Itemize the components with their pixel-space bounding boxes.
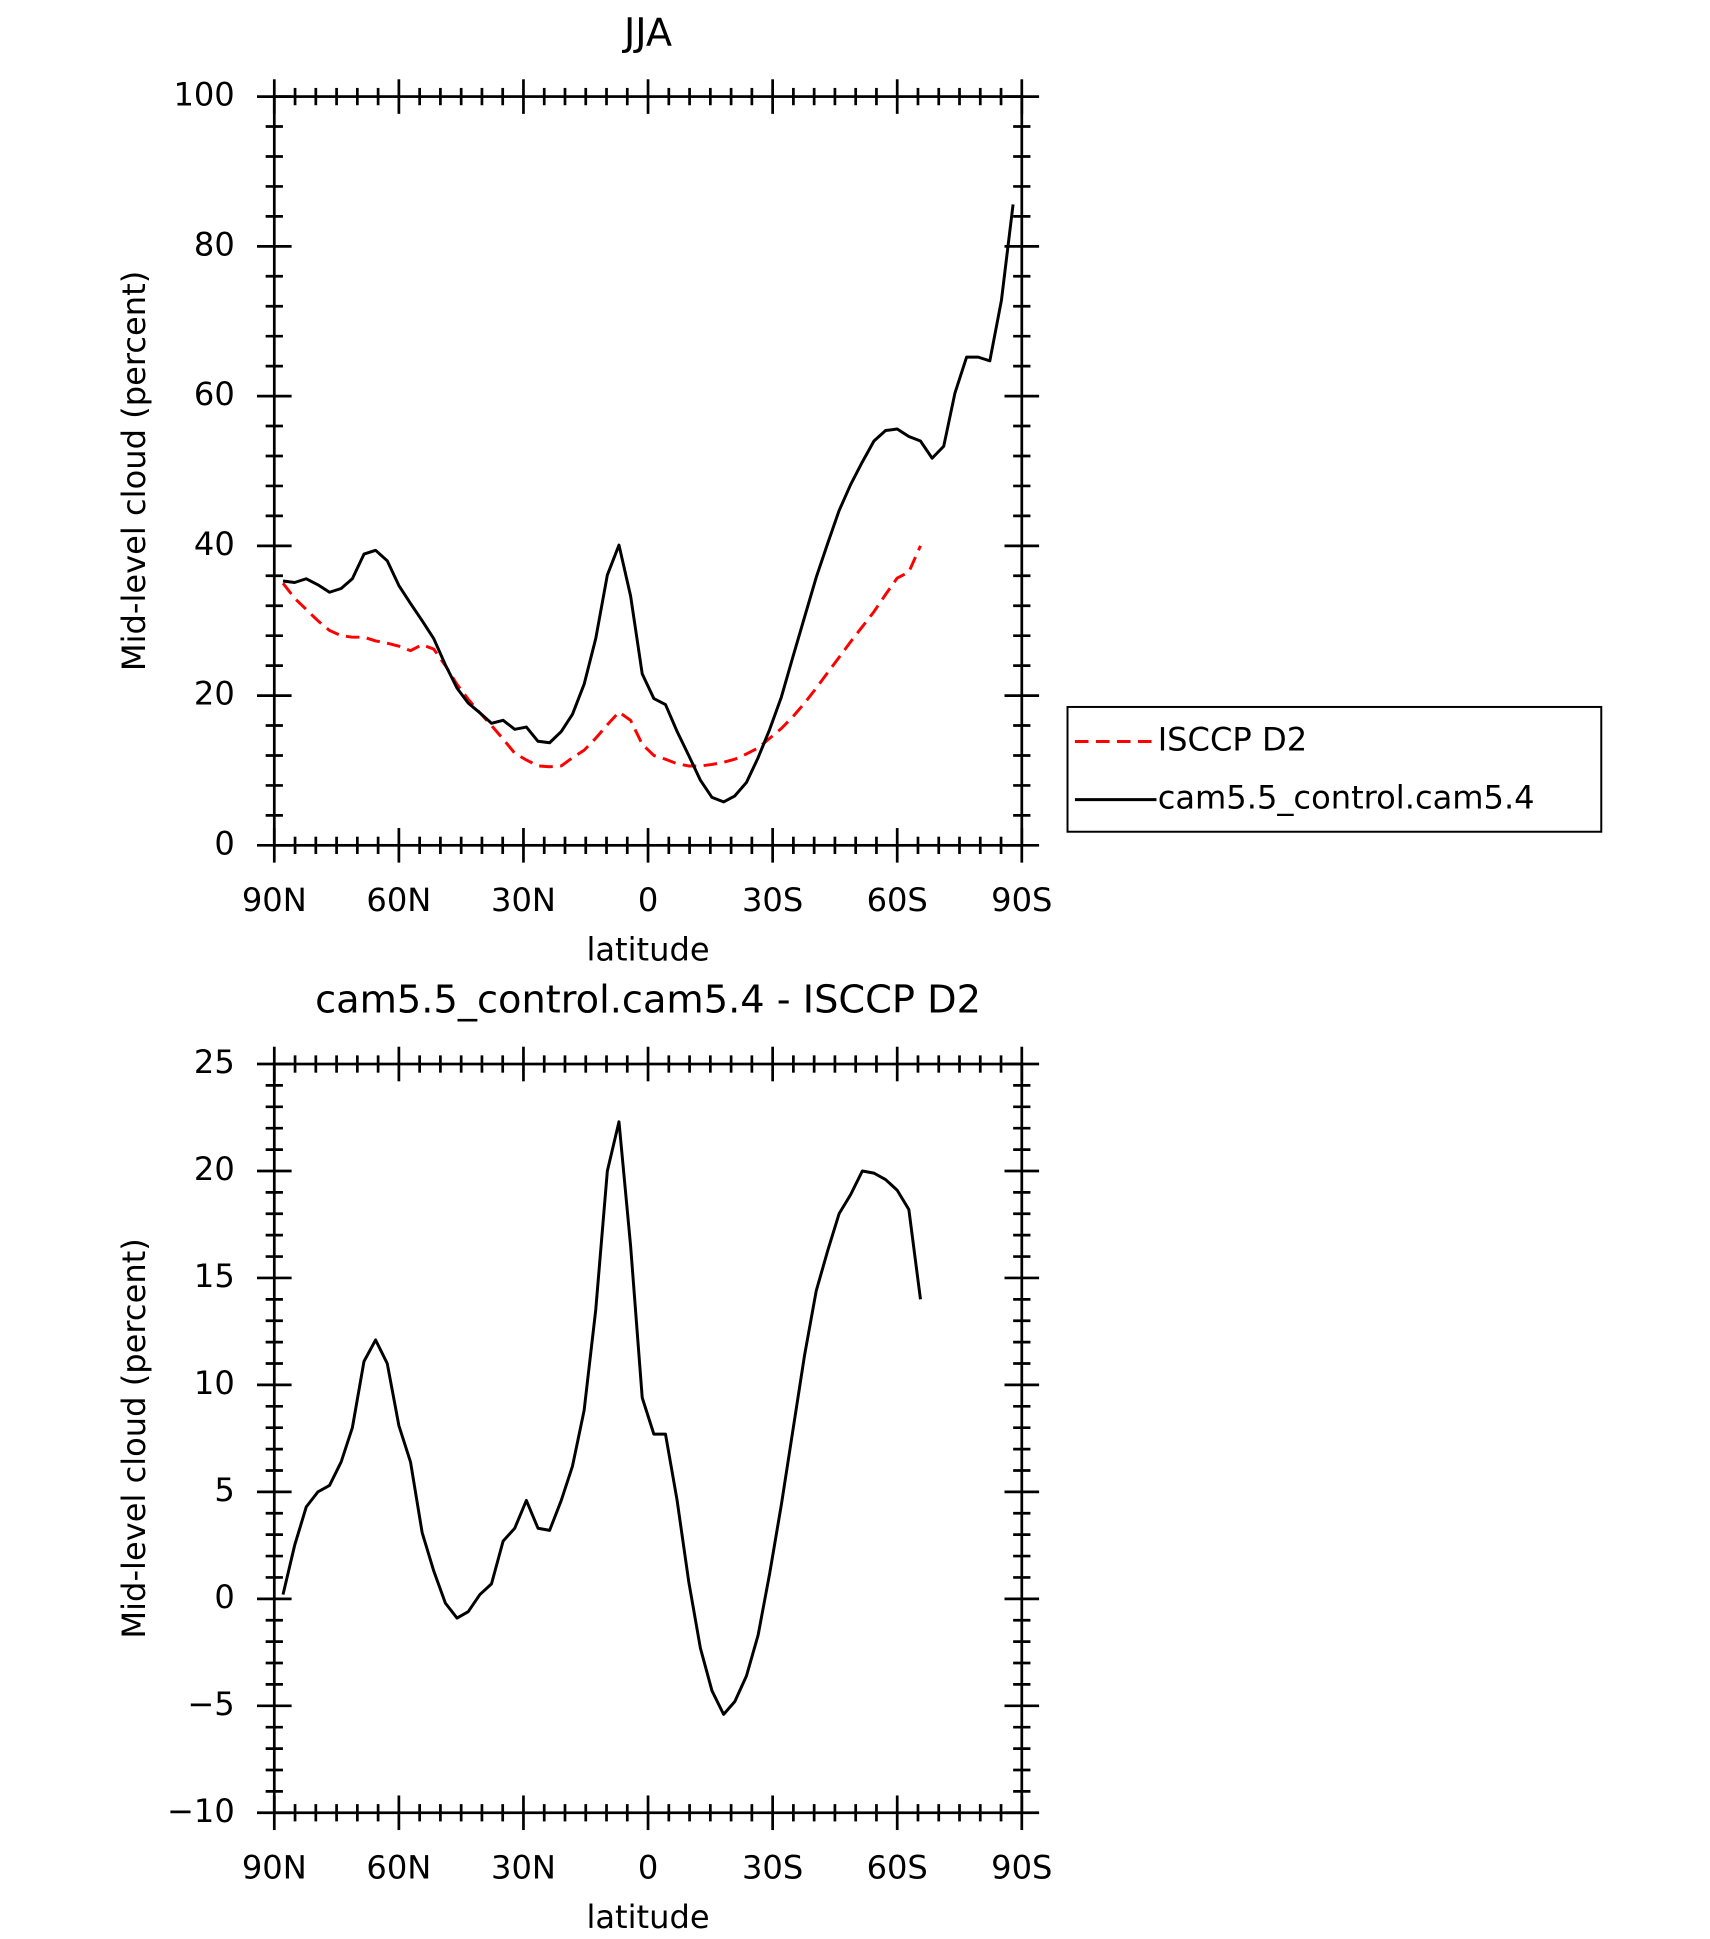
y-tick-label: −10 [167,1792,235,1830]
y-tick-label: 10 [194,1364,235,1402]
x-tick-label: 30N [491,1849,556,1887]
y-tick-label: 5 [214,1471,234,1509]
plot-frame [272,1062,1024,1815]
x-tick-label: 30S [742,1849,803,1887]
x-tick-label: 60N [366,1849,431,1887]
y-tick-label: 0 [214,1578,234,1616]
x-tick-label: 0 [638,1849,658,1887]
y-tick-label: 20 [194,1150,235,1188]
y-tick-label: 40 [194,525,235,563]
legend-box [1066,705,1603,833]
x-tick-label: 60S [867,881,928,919]
y-axis-label: Mid-level cloud (percent) [115,271,153,671]
series-line [281,1120,922,1716]
chart-title: JJA [622,10,672,55]
x-tick-label: 60N [366,881,431,919]
y-tick-label: 15 [194,1257,235,1295]
y-tick-label: −5 [187,1685,234,1723]
chart-title: cam5.5_control.cam5.4 - ISCCP D2 [315,978,981,1023]
y-axis-label: Mid-level cloud (percent) [115,1238,153,1638]
x-tick-label: 90N [242,1849,307,1887]
x-tick-label: 90S [991,1849,1052,1887]
y-tick-label: 25 [194,1043,235,1081]
y-tick-label: 80 [194,225,235,263]
y-tick-label: 60 [194,375,235,413]
x-axis-label: latitude [586,931,709,969]
y-tick-label: 0 [214,824,234,862]
x-axis-label: latitude [586,1898,709,1936]
x-tick-label: 30N [491,881,556,919]
legend-label: ISCCP D2 [1158,721,1307,759]
y-tick-label: 100 [173,76,234,114]
series-line [282,204,1015,804]
y-tick-label: 20 [194,675,235,713]
x-tick-label: 90S [991,881,1052,919]
x-tick-label: 30S [742,881,803,919]
x-tick-label: 60S [867,1849,928,1887]
legend-label: cam5.5_control.cam5.4 [1158,779,1535,817]
x-tick-label: 90N [242,881,307,919]
plot-frame [272,95,1024,847]
series-line [281,545,922,769]
x-tick-label: 0 [638,881,658,919]
